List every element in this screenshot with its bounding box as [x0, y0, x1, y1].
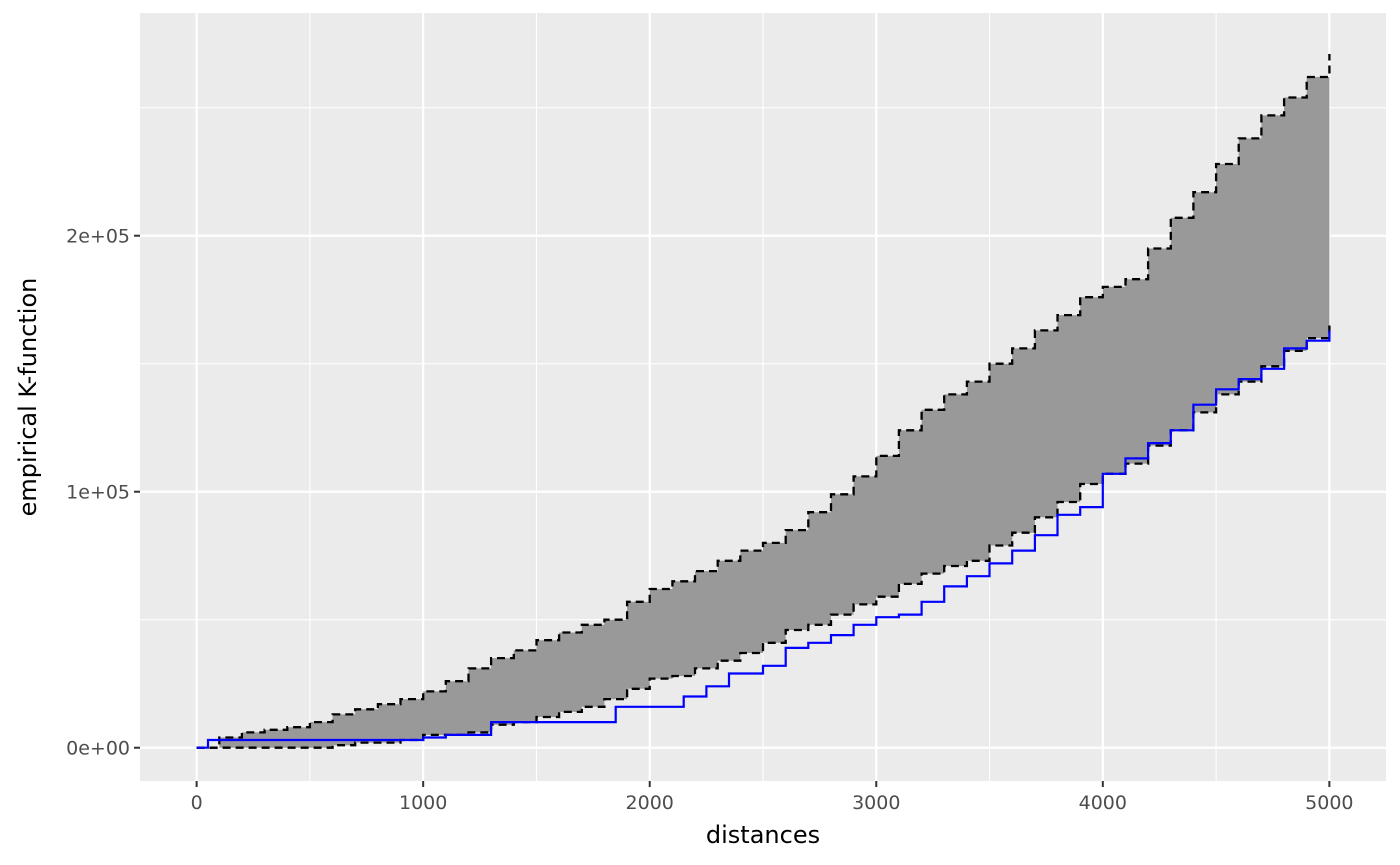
x-tick-label: 2000	[626, 792, 674, 814]
x-axis-title: distances	[706, 821, 820, 849]
series-layer	[196, 330, 1331, 749]
observed-k-function-line	[196, 330, 1331, 749]
x-tick-label: 5000	[1305, 792, 1353, 814]
y-tick-label: 2e+05	[66, 226, 130, 248]
y-tick-label: 1e+05	[66, 482, 130, 504]
x-tick-label: 0	[191, 792, 203, 814]
x-tick-label: 3000	[852, 792, 900, 814]
y-axis-title: empirical K-function	[14, 278, 42, 517]
x-axis: 0 1000 2000 3000 4000 5000	[191, 781, 1354, 814]
y-axis: 0e+00 1e+05 2e+05	[66, 226, 140, 760]
x-tick-label: 1000	[399, 792, 447, 814]
envelope-upper-line	[196, 54, 1331, 749]
envelope-band	[196, 54, 1330, 748]
x-tick-label: 4000	[1079, 792, 1127, 814]
y-tick-label: 0e+00	[66, 738, 130, 760]
